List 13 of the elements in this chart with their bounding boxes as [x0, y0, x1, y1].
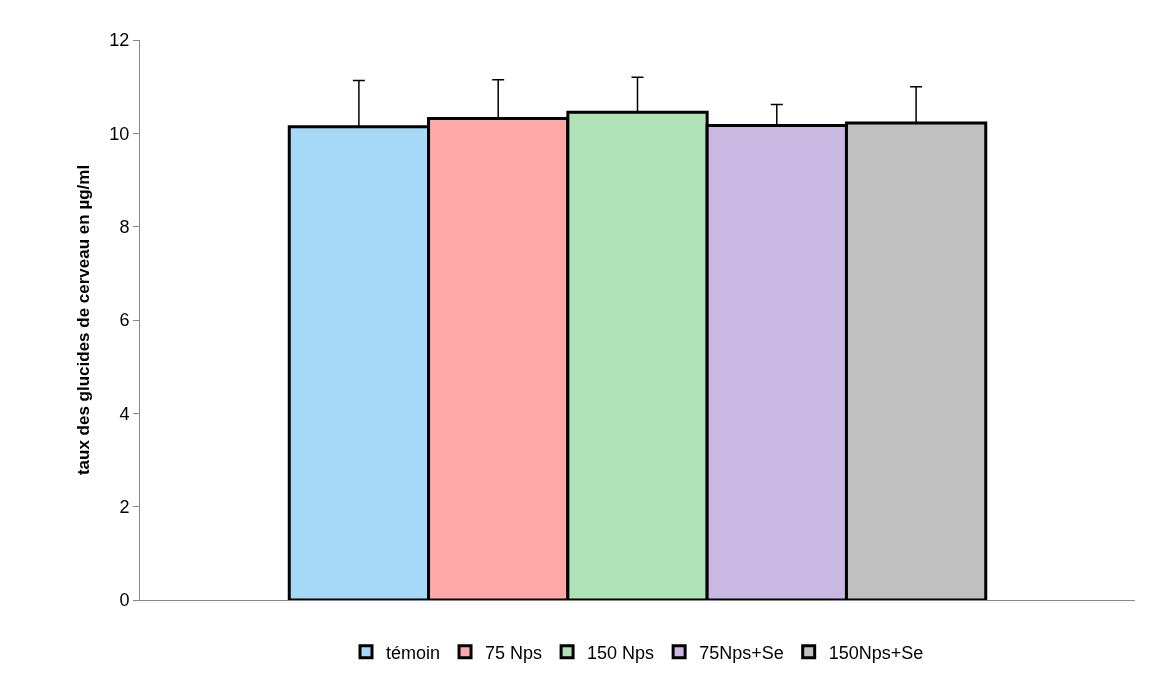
legend-label: 150 Nps	[587, 642, 655, 663]
y-tick-label: 0	[119, 590, 130, 611]
legend-label: témoin	[386, 642, 441, 663]
y-axis-title: taux des glucides de cerveau en µg/ml	[73, 164, 93, 476]
y-tick-label: 8	[119, 216, 130, 237]
y-tick-label: 4	[119, 403, 130, 424]
y-tick-label: 10	[109, 123, 130, 144]
legend-label: 75Nps+Se	[699, 642, 784, 663]
legend-label: 150Nps+Se	[828, 642, 924, 663]
legend-label: 75 Nps	[485, 642, 543, 663]
y-tick-label: 6	[119, 310, 130, 331]
y-tick-label: 12	[109, 30, 130, 51]
y-tick-label: 2	[119, 496, 130, 517]
